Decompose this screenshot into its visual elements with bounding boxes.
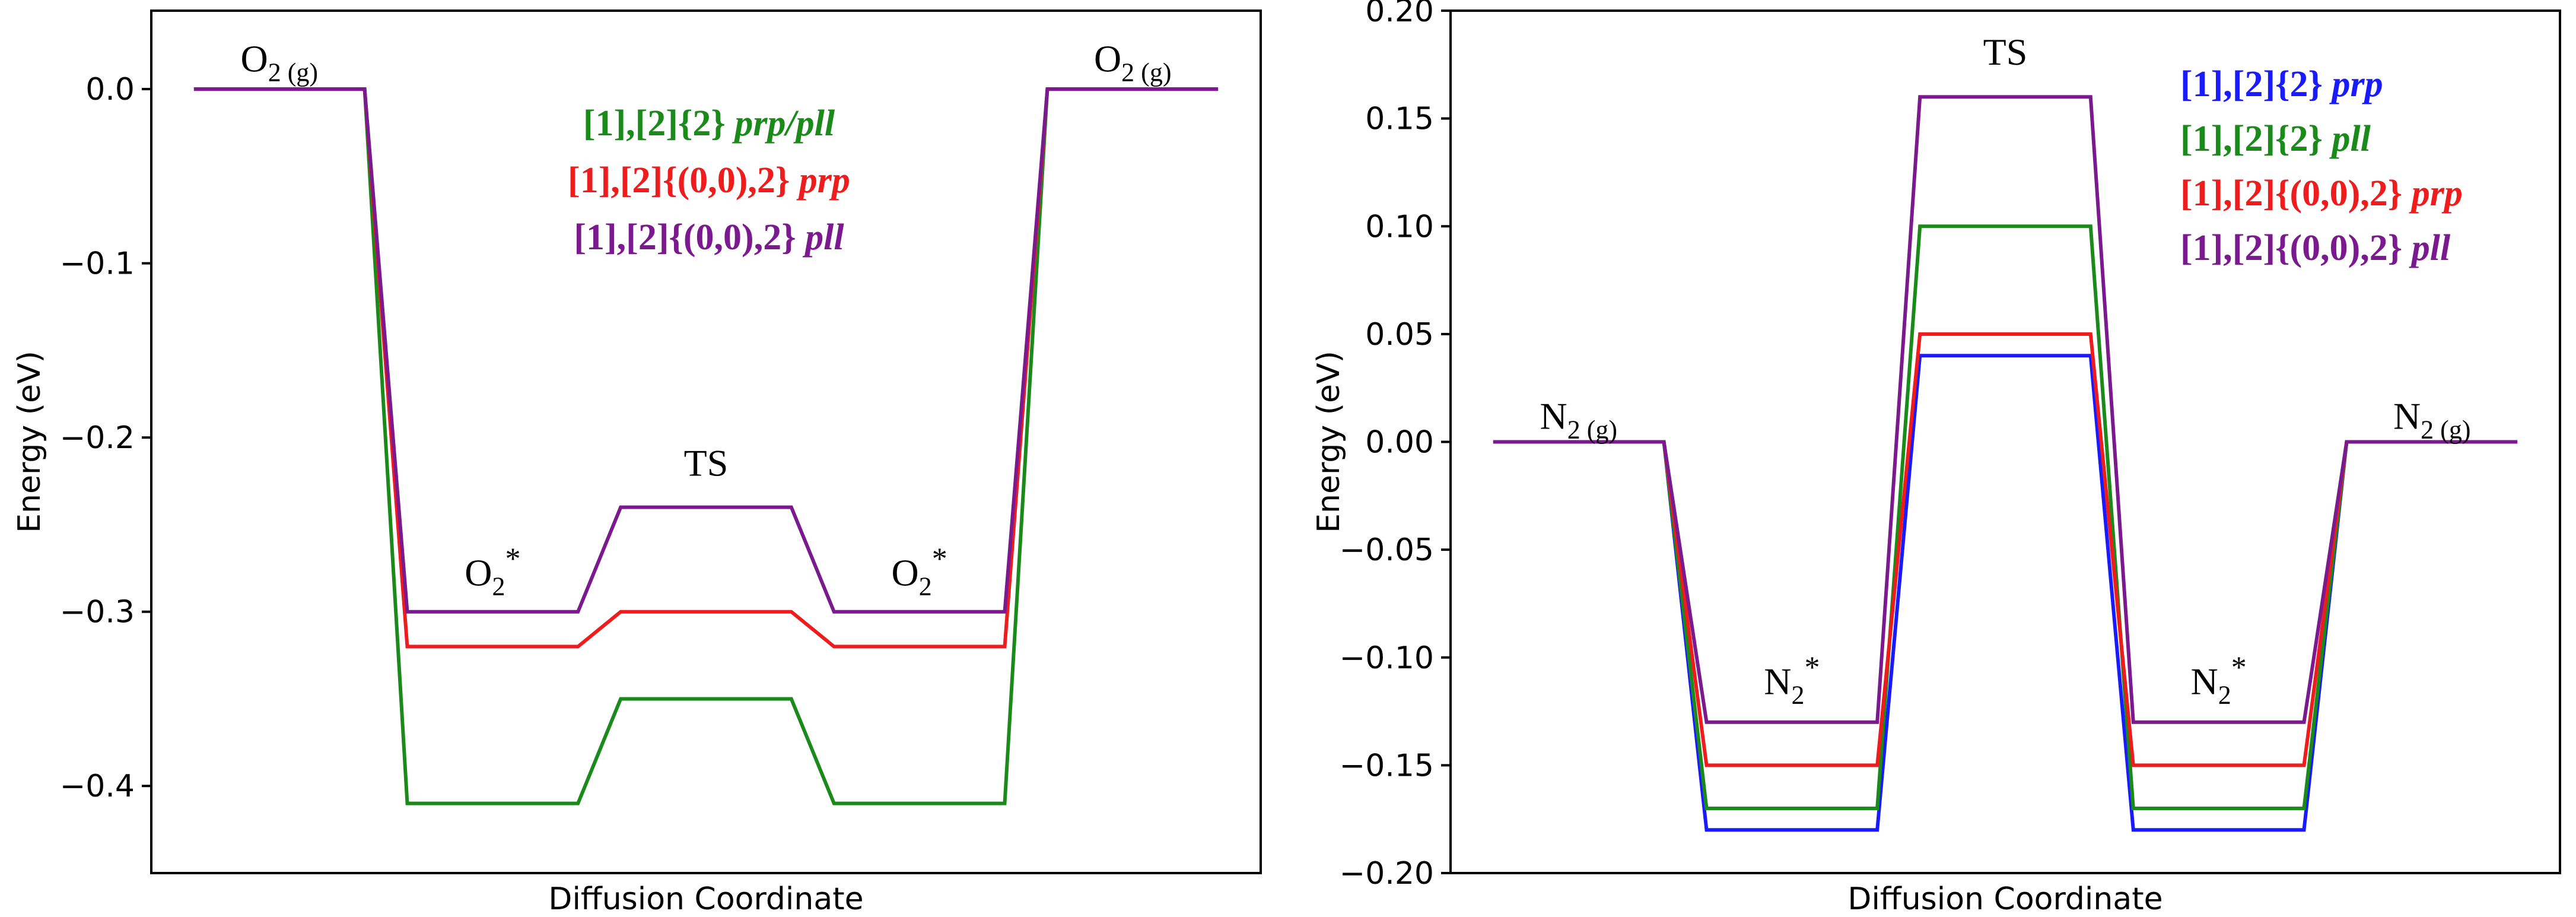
- state-label-superscript: *: [505, 542, 520, 576]
- legend-entry-name: [1],[2]{2}: [2180, 119, 2323, 159]
- series-line-3: [193, 87, 1219, 614]
- state-label: N2 (g): [1540, 395, 1618, 445]
- y-tick-label: 0.10: [1365, 209, 1434, 245]
- legend-entry-name: [1],[2]{(0,0),2}: [574, 217, 796, 258]
- legend-entry-3: [1],[2]{(0,0),2} pll: [574, 217, 844, 258]
- y-axis-label: Energy (eV): [12, 351, 47, 533]
- state-label-subscript: 2: [2218, 681, 2231, 710]
- state-label: N2 (g): [2393, 395, 2471, 445]
- state-label-subscript: 2 (g): [1121, 58, 1171, 87]
- legend-entry-suffix: pll: [796, 217, 845, 258]
- legend-entry-1: [1],[2]{2} prp: [2180, 64, 2383, 104]
- state-label-base: O: [465, 552, 492, 594]
- y-tick-label: −0.10: [1340, 640, 1434, 676]
- y-tick-label: 0.0: [85, 72, 135, 107]
- x-axis-label: Diffusion Coordinate: [1847, 881, 2162, 917]
- legend-entry-suffix: prp: [2323, 64, 2383, 104]
- y-tick-label: −0.3: [60, 595, 135, 630]
- state-label-base: TS: [684, 442, 729, 484]
- legend-entry-name: [1],[2]{2}: [583, 103, 726, 144]
- state-label-subscript: 2 (g): [1567, 415, 1617, 445]
- legend-entry-name: [1],[2]{2}: [2180, 64, 2323, 104]
- legend-entry-suffix: pll: [2402, 228, 2451, 268]
- legend-entry-2: [1],[2]{(0,0),2} prp: [568, 160, 850, 201]
- state-label: TS: [684, 442, 729, 484]
- state-label-base: N: [1764, 661, 1791, 703]
- y-tick-label: −0.15: [1340, 748, 1434, 783]
- legend-entry-suffix: prp: [2402, 173, 2463, 214]
- series-line-1: [193, 87, 1219, 805]
- chart-panel-2: 0.20 0.15 0.10 0.05 0.00 −0.05 −0.10 −0.15 −0.20…: [1311, 0, 2561, 917]
- state-label: N2*: [2191, 651, 2247, 710]
- state-label-subscript: 2 (g): [268, 58, 318, 87]
- x-axis-label: Diffusion Coordinate: [548, 881, 863, 917]
- series-line-1: [1493, 354, 2518, 832]
- series-line-3: [1493, 332, 2518, 767]
- state-label: O2 (g): [1094, 38, 1172, 87]
- axes-frame: [150, 9, 1262, 874]
- legend-entry-name: [1],[2]{(0,0),2}: [2180, 228, 2402, 268]
- state-label-base: O: [241, 38, 268, 80]
- state-label-superscript: *: [1804, 651, 1820, 685]
- state-label: O2*: [465, 542, 520, 601]
- series-line-2: [1493, 224, 2518, 810]
- state-label-subscript: 2: [919, 572, 932, 601]
- y-tick-label: 0.15: [1365, 101, 1434, 137]
- y-tick-label: −0.05: [1340, 532, 1434, 568]
- y-tick-label: −0.2: [60, 420, 135, 456]
- legend-entry-suffix: pll: [2323, 119, 2371, 159]
- y-tick-label: 0.05: [1365, 317, 1434, 353]
- legend-entry-3: [1],[2]{(0,0),2} prp: [2180, 173, 2463, 214]
- state-label-superscript: *: [2231, 651, 2247, 685]
- chart-panel-1: 0.0 −0.1 −0.2 −0.3 −0.4 Diffusion Coordinate E…: [12, 9, 1262, 917]
- y-tick-label: −0.1: [60, 246, 135, 282]
- state-label-base: O: [892, 552, 919, 594]
- state-label-base: N: [2191, 661, 2218, 703]
- legend-entry-1: [1],[2]{2} prp/pll: [583, 103, 835, 144]
- state-label-base: TS: [1983, 31, 2028, 73]
- state-label-base: N: [1540, 395, 1567, 437]
- state-label-subscript: 2 (g): [2421, 415, 2470, 445]
- state-label-subscript: 2: [1791, 681, 1804, 710]
- state-label-superscript: *: [932, 542, 947, 576]
- legend-entry-4: [1],[2]{(0,0),2} pll: [2180, 228, 2451, 268]
- legend-entry-suffix: prp/pll: [726, 103, 835, 144]
- state-label-base: N: [2393, 395, 2421, 437]
- state-label: TS: [1983, 31, 2028, 73]
- state-label-base: O: [1094, 38, 1121, 80]
- legend-entry-2: [1],[2]{2} pll: [2180, 119, 2371, 159]
- y-tick-label: −0.4: [60, 769, 135, 804]
- legend-entry-name: [1],[2]{(0,0),2}: [568, 160, 790, 201]
- y-tick-label: 0.20: [1365, 0, 1434, 29]
- series-line-4: [1493, 95, 2518, 724]
- state-label-subscript: 2: [492, 572, 505, 601]
- legend-entry-suffix: prp: [790, 160, 850, 201]
- state-label: O2 (g): [241, 38, 319, 87]
- state-label: O2*: [892, 542, 947, 601]
- state-label: N2*: [1764, 651, 1820, 710]
- y-axis-label: Energy (eV): [1311, 351, 1347, 533]
- y-tick-label: −0.20: [1340, 856, 1434, 891]
- y-tick-label: 0.00: [1365, 425, 1434, 461]
- legend-entry-name: [1],[2]{(0,0),2}: [2180, 173, 2402, 214]
